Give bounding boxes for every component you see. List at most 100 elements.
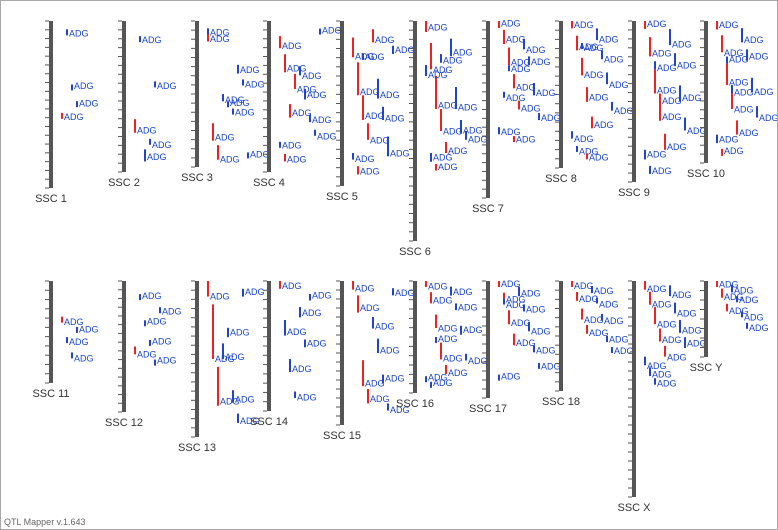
qtl-interval[interactable] bbox=[455, 303, 457, 311]
qtl-interval[interactable] bbox=[425, 65, 427, 76]
qtl-interval[interactable] bbox=[465, 131, 467, 140]
qtl-interval[interactable] bbox=[721, 35, 723, 53]
qtl-interval[interactable] bbox=[571, 281, 573, 287]
qtl-interval[interactable] bbox=[664, 345, 666, 357]
qtl-interval[interactable] bbox=[299, 66, 301, 76]
qtl-interval[interactable] bbox=[139, 294, 141, 301]
qtl-interval[interactable] bbox=[674, 53, 676, 67]
qtl-interval[interactable] bbox=[538, 113, 540, 121]
qtl-interval[interactable] bbox=[581, 43, 583, 50]
chromosome-ssc-16[interactable]: ADGADGADGADGADGADGADGADGADGADGADGADGSSC … bbox=[396, 280, 488, 410]
qtl-interval[interactable] bbox=[571, 131, 573, 139]
qtl-interval[interactable] bbox=[212, 123, 214, 141]
qtl-interval[interactable] bbox=[591, 286, 593, 294]
qtl-interval[interactable] bbox=[498, 281, 500, 287]
qtl-interval[interactable] bbox=[387, 136, 389, 157]
qtl-interval[interactable] bbox=[352, 153, 354, 160]
chromosome-ssc-7[interactable]: ADGADGADGADGADGADGADGADGADGADGADGADGADGS… bbox=[472, 19, 560, 215]
qtl-interval[interactable] bbox=[601, 50, 603, 60]
qtl-interval[interactable] bbox=[294, 391, 296, 399]
qtl-interval[interactable] bbox=[581, 57, 583, 76]
qtl-interval[interactable] bbox=[513, 333, 515, 346]
qtl-interval[interactable] bbox=[674, 302, 676, 314]
qtl-interval[interactable] bbox=[367, 123, 369, 140]
chromosome-ssc-10[interactable]: ADGADGADGADGADGADGADGADGADGADGADGADGADGS… bbox=[687, 20, 777, 180]
qtl-interval[interactable] bbox=[460, 325, 462, 335]
qtl-interval[interactable] bbox=[237, 64, 239, 74]
qtl-interval[interactable] bbox=[518, 100, 520, 110]
qtl-interval[interactable] bbox=[460, 120, 462, 134]
qtl-interval[interactable] bbox=[450, 38, 452, 57]
qtl-interval[interactable] bbox=[746, 322, 748, 329]
qtl-interval[interactable] bbox=[596, 28, 598, 41]
chromosome-ssc-6[interactable]: ADGADGADGADGADGADGADGADGADGADGADGADGADGS… bbox=[399, 20, 488, 258]
qtl-interval[interactable] bbox=[538, 362, 540, 369]
qtl-interval[interactable] bbox=[392, 45, 394, 54]
qtl-interval[interactable] bbox=[649, 367, 651, 377]
qtl-interval[interactable] bbox=[76, 101, 78, 108]
qtl-interval[interactable] bbox=[736, 120, 738, 135]
qtl-interval[interactable] bbox=[430, 153, 432, 162]
qtl-interval[interactable] bbox=[601, 314, 603, 321]
qtl-interval[interactable] bbox=[242, 79, 244, 86]
qtl-interval[interactable] bbox=[508, 310, 510, 325]
qtl-interval[interactable] bbox=[741, 311, 743, 318]
qtl-interval[interactable] bbox=[503, 298, 505, 305]
qtl-interval[interactable] bbox=[611, 347, 613, 353]
qtl-interval[interactable] bbox=[498, 21, 500, 29]
qtl-interval[interactable] bbox=[377, 78, 379, 99]
qtl-interval[interactable] bbox=[586, 325, 588, 334]
qtl-interval[interactable] bbox=[207, 281, 209, 297]
qtl-interval[interactable] bbox=[362, 95, 364, 120]
qtl-interval[interactable] bbox=[357, 295, 359, 313]
qtl-interval[interactable] bbox=[669, 29, 671, 46]
qtl-interval[interactable] bbox=[528, 56, 530, 66]
qtl-interval[interactable] bbox=[731, 284, 733, 293]
qtl-interval[interactable] bbox=[659, 93, 661, 104]
qtl-interval[interactable] bbox=[362, 360, 364, 387]
qtl-interval[interactable] bbox=[649, 291, 651, 305]
qtl-interval[interactable] bbox=[430, 292, 432, 304]
qtl-interval[interactable] bbox=[435, 337, 437, 343]
qtl-interval[interactable] bbox=[217, 145, 219, 160]
qtl-interval[interactable] bbox=[279, 141, 281, 148]
qtl-interval[interactable] bbox=[528, 321, 530, 332]
qtl-interval[interactable] bbox=[367, 389, 369, 404]
qtl-interval[interactable] bbox=[611, 101, 613, 111]
qtl-interval[interactable] bbox=[76, 326, 78, 333]
qtl-interval[interactable] bbox=[654, 306, 656, 325]
qtl-interval[interactable] bbox=[684, 117, 686, 131]
qtl-interval[interactable] bbox=[314, 129, 316, 136]
qtl-interval[interactable] bbox=[726, 303, 728, 312]
qtl-interval[interactable] bbox=[440, 342, 442, 360]
qtl-interval[interactable] bbox=[435, 164, 437, 171]
qtl-interval[interactable] bbox=[139, 36, 141, 43]
qtl-interval[interactable] bbox=[232, 390, 234, 403]
qtl-interval[interactable] bbox=[435, 76, 437, 109]
qtl-interval[interactable] bbox=[144, 149, 146, 162]
qtl-interval[interactable] bbox=[154, 359, 156, 366]
qtl-interval[interactable] bbox=[232, 108, 234, 115]
qtl-interval[interactable] bbox=[159, 307, 161, 314]
qtl-interval[interactable] bbox=[644, 21, 646, 30]
qtl-interval[interactable] bbox=[71, 84, 73, 91]
qtl-interval[interactable] bbox=[387, 403, 389, 411]
qtl-interval[interactable] bbox=[721, 148, 723, 156]
chromosome-ssc-1[interactable]: ADG ADG ADG ADG SSC 1 bbox=[35, 20, 99, 205]
qtl-interval[interactable] bbox=[207, 28, 209, 35]
qtl-interval[interactable] bbox=[299, 307, 301, 318]
qtl-interval[interactable] bbox=[227, 101, 229, 108]
qtl-interval[interactable] bbox=[304, 339, 306, 348]
qtl-interval[interactable] bbox=[513, 74, 515, 89]
qtl-interval[interactable] bbox=[222, 343, 224, 359]
qtl-interval[interactable] bbox=[533, 345, 535, 353]
qtl-interval[interactable] bbox=[309, 294, 311, 301]
qtl-interval[interactable] bbox=[606, 72, 608, 85]
